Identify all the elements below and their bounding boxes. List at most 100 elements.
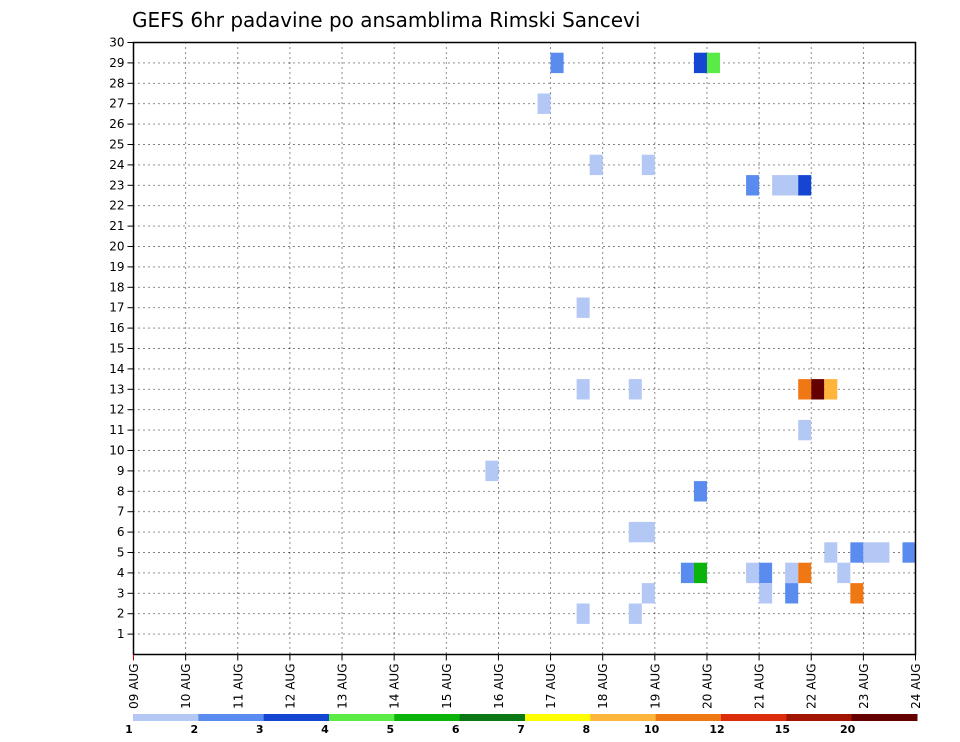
precip-cell (798, 419, 812, 441)
y-tick-label: 10 (109, 444, 124, 458)
y-tick-label: 29 (109, 56, 124, 70)
precip-cell (772, 175, 799, 196)
legend-swatch (655, 714, 722, 721)
y-tick-label: 6 (117, 525, 125, 539)
precip-cell (798, 562, 812, 584)
legend-swatch (133, 714, 199, 721)
precip-cell (824, 379, 838, 400)
y-tick-label: 14 (109, 362, 124, 376)
precip-cell (693, 481, 707, 502)
precip-cell (863, 542, 890, 563)
precip-cell (759, 562, 773, 584)
precip-cell (850, 542, 864, 563)
x-tick-label: 15 AUG (440, 664, 454, 709)
y-tick-label: 20 (109, 240, 124, 254)
precip-cell (798, 379, 812, 400)
precip-cell (824, 542, 838, 563)
x-tick-label: 17 AUG (544, 664, 558, 709)
precip-cell (589, 154, 603, 176)
legend-label: 15 (775, 723, 790, 736)
chart-title: GEFS 6hr padavine po ansamblima Rimski S… (132, 8, 640, 32)
legend-label: 2 (191, 723, 199, 736)
x-tick-label: 24 AUG (909, 664, 923, 709)
y-tick-label: 7 (117, 505, 125, 519)
legend-swatch (721, 714, 787, 721)
precip-cell (837, 562, 851, 584)
precip-cell (485, 460, 499, 482)
y-tick-label: 16 (109, 321, 124, 335)
legend-swatch (329, 714, 395, 721)
precip-cell (746, 175, 760, 196)
x-tick-label: 19 AUG (648, 664, 662, 709)
precip-cell (628, 379, 642, 400)
legend-swatch (590, 714, 657, 721)
precip-cell (576, 379, 590, 400)
y-tick-label: 1 (117, 627, 125, 641)
precip-cell (680, 562, 694, 584)
y-tick-label: 18 (109, 280, 124, 294)
x-tick-label: 16 AUG (492, 664, 506, 709)
y-tick-label: 23 (109, 178, 124, 192)
x-tick-label: 20 AUG (700, 664, 714, 709)
y-tick-label: 26 (109, 117, 124, 131)
legend-label: 7 (517, 723, 525, 736)
y-tick-label: 19 (109, 260, 124, 274)
legend-label: 12 (709, 723, 724, 736)
precip-cell (693, 562, 707, 584)
y-tick-label: 15 (109, 342, 124, 356)
precip-cell (641, 154, 655, 176)
legend-swatch (394, 714, 461, 721)
precip-cell (811, 379, 825, 400)
precip-cell (785, 562, 799, 584)
legend-label: 6 (452, 723, 460, 736)
y-tick-label: 4 (117, 566, 125, 580)
x-tick-label: 13 AUG (336, 664, 350, 709)
legend-swatch (198, 714, 265, 721)
precip-cell (798, 175, 812, 196)
legend-label: 10 (644, 723, 660, 736)
precip-cell (641, 583, 655, 604)
y-tick-label: 12 (109, 403, 124, 417)
precip-cell (628, 603, 642, 624)
precip-cell (850, 583, 864, 604)
y-tick-label: 27 (109, 97, 124, 111)
legend-label: 4 (321, 723, 329, 736)
x-tick-label: 22 AUG (805, 664, 819, 709)
legend-label: 1 (125, 723, 133, 736)
y-tick-label: 11 (109, 423, 124, 437)
x-tick-label: 09 AUG (127, 664, 141, 709)
y-tick-label: 22 (109, 199, 124, 213)
y-tick-label: 30 (109, 36, 124, 50)
legend-swatch (851, 714, 918, 721)
y-tick-label: 21 (109, 219, 124, 233)
x-tick-label: 11 AUG (231, 664, 245, 709)
y-axis: 1234567891011121314151617181920212223242… (109, 36, 134, 641)
precipitation-cells (485, 52, 916, 624)
x-tick-label: 18 AUG (596, 664, 610, 709)
y-tick-label: 13 (109, 382, 124, 396)
legend-label: 8 (583, 723, 591, 736)
x-axis: 09 AUG 10 AUG 11 AUG 12 AUG 13 AUG 14 AUG 15 A… (127, 654, 923, 709)
y-tick-label: 8 (117, 484, 125, 498)
legend-swatch (263, 714, 330, 721)
precip-cell (706, 52, 720, 74)
x-tick-label: 23 AUG (857, 664, 871, 709)
x-tick-label: 21 AUG (753, 664, 767, 709)
precip-cell (576, 297, 590, 318)
legend-label: 5 (387, 723, 395, 736)
y-tick-label: 9 (117, 464, 125, 478)
precip-cell (902, 542, 916, 563)
precip-cell (550, 52, 564, 74)
legend-swatch (459, 714, 526, 721)
x-tick-label: 10 AUG (179, 664, 193, 709)
y-tick-label: 28 (109, 76, 124, 90)
color-legend: 1 2 3 4 5 6 7 8 10 12 15 20 (125, 714, 918, 736)
precip-cell (537, 93, 551, 114)
precip-cell (785, 583, 799, 604)
x-tick-label: 14 AUG (388, 664, 402, 709)
precip-cell (628, 521, 655, 543)
legend-swatch (786, 714, 853, 721)
y-tick-label: 25 (109, 138, 124, 152)
x-tick-label: 12 AUG (283, 664, 297, 709)
